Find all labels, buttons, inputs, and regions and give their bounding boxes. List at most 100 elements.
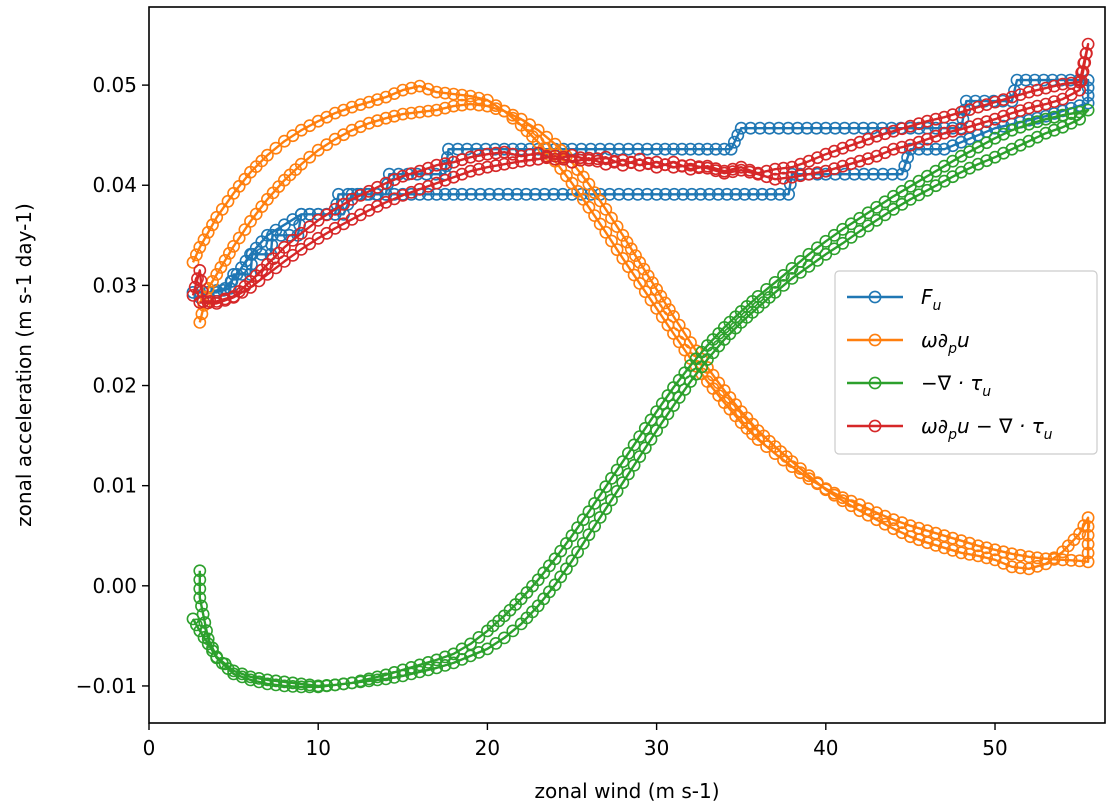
x-axis-label: zonal wind (m s-1): [534, 779, 719, 803]
data-point-marker: [447, 656, 460, 670]
data-point-marker: [827, 162, 841, 176]
data-point-marker: [616, 153, 630, 167]
data-point-marker: [396, 669, 410, 683]
data-point-marker: [772, 121, 786, 135]
data-point-marker: [286, 676, 300, 690]
data-point-marker: [451, 142, 465, 156]
data-point-marker: [844, 230, 858, 244]
data-point-marker: [738, 187, 751, 201]
data-point-marker: [210, 267, 224, 281]
data-point-marker: [605, 211, 618, 225]
data-point-marker: [887, 124, 900, 138]
data-point-marker: [760, 170, 773, 184]
data-point-marker: [1005, 106, 1019, 120]
data-point-marker: [640, 187, 654, 201]
data-point-marker: [345, 676, 359, 690]
data-point-marker: [794, 462, 807, 475]
data-point-marker: [870, 149, 883, 163]
data-point-marker: [711, 187, 725, 201]
data-point-marker: [492, 187, 506, 201]
data-point-marker: [886, 167, 899, 181]
data-point-marker: [387, 671, 401, 684]
data-point-marker: [616, 158, 630, 172]
data-point-marker: [413, 182, 427, 196]
data-point-marker: [387, 666, 401, 679]
data-point-marker: [438, 86, 452, 100]
data-point-marker: [794, 466, 807, 480]
data-point-marker: [703, 187, 716, 201]
data-point-marker: [920, 536, 934, 550]
legend-marker: [868, 419, 882, 433]
data-point-marker: [622, 467, 635, 481]
data-point-marker: [768, 172, 782, 186]
data-point-marker: [438, 659, 452, 672]
data-point-marker: [929, 142, 943, 156]
data-point-marker: [782, 187, 795, 201]
data-point-marker: [396, 83, 410, 97]
data-point-marker: [946, 531, 960, 545]
data-point-marker: [810, 121, 823, 135]
data-point-marker: [654, 289, 668, 303]
x-tick-label: 20: [475, 736, 500, 760]
data-point-marker: [920, 142, 934, 156]
data-point-marker: [193, 591, 207, 605]
data-point-marker: [811, 241, 824, 255]
data-point-marker: [260, 673, 274, 687]
data-point-marker: [277, 254, 291, 268]
data-point-marker: [878, 509, 892, 523]
data-point-marker: [556, 187, 570, 201]
data-point-marker: [844, 157, 858, 171]
data-point-marker: [404, 81, 418, 95]
data-point-marker: [379, 111, 393, 125]
data-point-marker: [1047, 79, 1061, 93]
data-point-marker: [354, 120, 367, 134]
data-point-marker: [946, 124, 960, 138]
data-point-marker: [201, 632, 215, 646]
data-point-marker: [447, 155, 460, 169]
data-point-marker: [904, 138, 917, 152]
data-point-marker: [997, 556, 1010, 570]
data-point-marker: [819, 234, 833, 248]
data-point-marker: [755, 187, 769, 201]
data-point-marker: [607, 155, 621, 169]
data-point-marker: [519, 187, 533, 201]
data-point-marker: [1030, 111, 1044, 125]
data-point-marker: [227, 290, 240, 304]
data-point-marker: [311, 679, 325, 693]
data-point-marker: [455, 653, 469, 666]
data-point-marker: [337, 103, 350, 117]
data-point-marker: [650, 424, 663, 437]
data-point-marker: [685, 187, 699, 201]
data-point-marker: [370, 114, 384, 128]
data-point-marker: [946, 543, 960, 557]
data-point-marker: [404, 667, 418, 681]
data-point-marker: [870, 129, 883, 143]
data-point-marker: [286, 248, 300, 262]
data-point-marker: [988, 553, 1002, 567]
data-point-marker: [658, 158, 672, 172]
data-point-marker: [472, 646, 486, 659]
data-point-marker: [777, 161, 790, 175]
data-point-marker: [633, 450, 647, 463]
data-point-marker: [1014, 548, 1027, 562]
data-point-marker: [193, 582, 207, 596]
y-axis-label: zonal acceleration (m s-1 day-1): [12, 203, 36, 527]
data-point-marker: [838, 167, 852, 181]
data-point-marker: [442, 142, 455, 156]
data-point-marker: [404, 167, 418, 181]
data-point-marker: [650, 282, 663, 296]
data-point-marker: [404, 185, 418, 199]
data-point-marker: [455, 167, 469, 181]
data-point-marker: [472, 91, 486, 105]
data-point-marker: [724, 142, 738, 156]
data-point-marker: [853, 135, 867, 149]
data-point-marker: [269, 674, 283, 688]
data-point-marker: [616, 228, 630, 242]
data-point-marker: [277, 675, 291, 689]
data-point-marker: [802, 247, 816, 261]
data-point-marker: [455, 88, 469, 102]
data-point-marker: [430, 158, 443, 172]
data-point-marker: [887, 142, 900, 156]
data-point-marker: [206, 218, 219, 232]
data-point-marker: [252, 672, 266, 685]
